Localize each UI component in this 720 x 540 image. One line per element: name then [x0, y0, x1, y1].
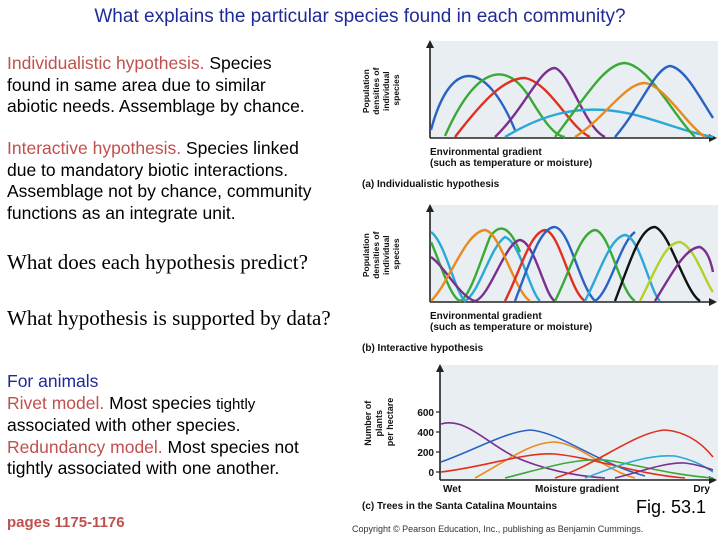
curve-purple [440, 422, 606, 479]
page-reference: pages 1175-1176 [7, 514, 125, 531]
individualistic-text: Individualistic hypothesis. Species foun… [7, 53, 305, 118]
individualistic-line3: abiotic needs. Assemblage by chance. [7, 96, 305, 116]
curve-black [613, 225, 701, 303]
curve-purple-2 [614, 462, 714, 479]
y-tick-label: 600 [417, 408, 434, 419]
y-axis-label: Number of plants per hectare [363, 398, 395, 447]
curve-green-2 [554, 61, 696, 138]
curve-cyan-2 [583, 233, 661, 302]
curve-cyan [430, 231, 541, 303]
curve-red [440, 453, 686, 479]
y-axis-arrow [426, 40, 434, 48]
rivet-name: Rivet model. [7, 392, 105, 413]
curve-blue-2 [614, 64, 715, 138]
y-label-line: per hectare [385, 398, 395, 447]
curve-yellowgreen [638, 240, 714, 302]
y-label-line: individual [381, 235, 391, 275]
x-label-line: (such as temperature or moisture) [430, 322, 592, 333]
curve-orange [430, 228, 531, 303]
y-label-line: densities of [371, 231, 381, 278]
copyright-notice: Copyright © Pearson Education, Inc., pub… [352, 524, 644, 534]
curve-orange [574, 81, 706, 139]
y-tick-label: 400 [417, 428, 434, 439]
curve-green [443, 73, 566, 139]
rivet-rest: Most species [104, 392, 217, 413]
x-axis-label: Environmental gradient (such as temperat… [430, 311, 592, 333]
x-label-line: Environmental gradient [430, 147, 542, 158]
curve-blue [429, 74, 517, 131]
y-tick-label: 200 [417, 448, 434, 459]
individualistic-line1: Species [204, 53, 272, 73]
redundancy-rest: Most species not [162, 436, 299, 457]
y-axis-arrow [426, 204, 434, 212]
rivet-tail: tightly [216, 395, 256, 413]
redundancy-name: Redundancy model. [7, 436, 163, 457]
redundancy-line2: tightly associated with one another. [7, 458, 280, 478]
x-label-line: (such as temperature or moisture) [430, 158, 592, 169]
curve-purple-2 [653, 245, 715, 302]
panel-individualistic: Population densities of individual speci… [361, 40, 718, 190]
x-axis-label: Environmental gradient (such as temperat… [430, 147, 592, 169]
species-curves [429, 61, 715, 139]
species-curves [429, 225, 715, 303]
y-axis-label: Population densities of individual speci… [361, 65, 401, 115]
curve-red [454, 76, 591, 139]
y-label-line: species [391, 238, 401, 269]
interactive-line1: Species linked [181, 138, 299, 158]
figure-label: Fig. 53.1 [636, 497, 707, 517]
x-axis-arrow [709, 298, 717, 306]
curve-purple [430, 238, 556, 303]
panel-caption: (a) Individualistic hypothesis [362, 179, 500, 190]
interactive-name: Interactive hypothesis. [7, 138, 182, 158]
question-supported: What hypothesis is supported by data? [7, 306, 331, 330]
y-ticks [436, 411, 440, 473]
y-label-line: plants [374, 410, 384, 437]
x-label-left: Wet [443, 484, 462, 495]
panel-caption: (c) Trees in the Santa Catalina Mountain… [362, 501, 557, 512]
individualistic-line2: found in same area due to similar [7, 74, 266, 95]
curve-purple [494, 66, 606, 139]
y-tick-label: 0 [428, 468, 434, 479]
question-predict: What does each hypothesis predict? [7, 250, 308, 274]
interactive-line2: due to mandatory biotic interactions. [7, 159, 289, 180]
y-label-line: densities of [371, 67, 381, 114]
curve-orange [474, 441, 636, 479]
animals-heading: For animals [7, 371, 99, 391]
curve-green [429, 227, 522, 303]
curve-blue [513, 225, 636, 303]
curve-blue [440, 429, 646, 477]
x-label-line: Environmental gradient [430, 311, 542, 322]
species-curves [440, 422, 714, 479]
panel-caption: (b) Interactive hypothesis [362, 343, 484, 354]
interactive-line3: Assemblage not by chance, community [7, 181, 312, 201]
y-label-line: Population [361, 69, 371, 113]
animals-text: For animals Rivet model. Most species ti… [7, 371, 299, 480]
page-title: What explains the particular species fou… [94, 6, 626, 27]
y-tick-labels: 600 400 200 0 [417, 408, 434, 479]
interactive-line4: functions as an integrate unit. [7, 202, 236, 223]
individualistic-name: Individualistic hypothesis. [7, 53, 205, 73]
x-axis-label: Moisture gradient [535, 484, 620, 495]
y-label-line: species [391, 74, 401, 105]
y-axis-arrow [436, 364, 444, 372]
interactive-text: Interactive hypothesis. Species linked d… [7, 138, 311, 224]
y-label-line: Population [361, 233, 371, 277]
y-axis-label: Population densities of individual speci… [361, 229, 401, 279]
panel-interactive: Population densities of individual speci… [361, 204, 718, 354]
y-label-line: Number of [363, 400, 373, 446]
curve-red-2 [554, 429, 714, 479]
y-label-line: individual [381, 71, 391, 111]
curve-red [503, 228, 586, 303]
panel-trees: 600 400 200 0 Number of plants per hecta… [362, 364, 718, 512]
x-label-right: Dry [693, 484, 710, 495]
curve-green [504, 458, 714, 479]
rivet-line2: associated with other species. [7, 415, 241, 435]
